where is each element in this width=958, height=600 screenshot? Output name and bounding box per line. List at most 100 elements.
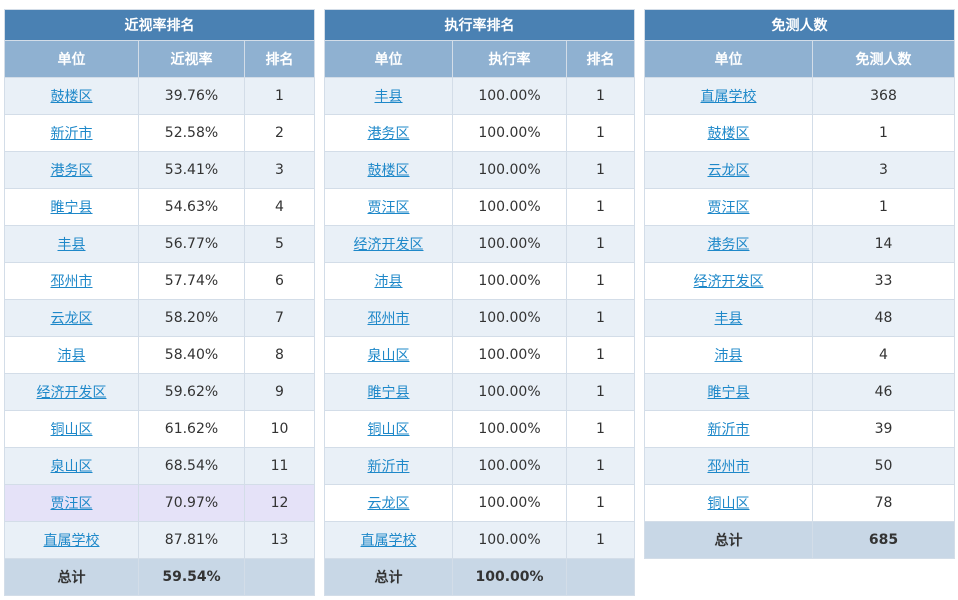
unit-link[interactable]: 贾汪区 <box>50 496 93 512</box>
total-label: 总计 <box>4 558 139 596</box>
table-row: 邳州市 57.74% 6 <box>4 262 316 300</box>
table-row: 丰县 48 <box>644 299 955 337</box>
rank-cell: 1 <box>565 447 636 485</box>
unit-cell: 鼓楼区 <box>324 151 453 189</box>
total-label: 总计 <box>644 521 813 559</box>
unit-link[interactable]: 睢宁县 <box>50 200 93 216</box>
rank-cell: 1 <box>565 521 636 559</box>
rank-cell: 7 <box>243 299 316 337</box>
total-row: 总计 685 <box>644 521 955 559</box>
unit-cell: 丰县 <box>644 299 813 337</box>
unit-link[interactable]: 直属学校 <box>43 533 100 549</box>
unit-cell: 铜山区 <box>324 410 453 448</box>
unit-link[interactable]: 沛县 <box>714 348 743 364</box>
unit-link[interactable]: 沛县 <box>374 274 403 290</box>
unit-cell: 睢宁县 <box>324 373 453 411</box>
unit-link[interactable]: 泉山区 <box>367 348 410 364</box>
unit-link[interactable]: 直属学校 <box>360 533 417 549</box>
table-row: 丰县 100.00% 1 <box>324 77 636 115</box>
rank-cell: 1 <box>565 114 636 152</box>
unit-link[interactable]: 经济开发区 <box>353 237 424 253</box>
unit-cell: 新沂市 <box>644 410 813 448</box>
execution-rate-cell: 100.00% <box>452 484 567 522</box>
table-row: 经济开发区 33 <box>644 262 955 300</box>
unit-link[interactable]: 邳州市 <box>50 274 93 290</box>
rank-cell: 13 <box>243 521 316 559</box>
unit-cell: 新沂市 <box>4 114 139 152</box>
table-row: 睢宁县 46 <box>644 373 955 411</box>
execution-ranking-body: 丰县 100.00% 1 港务区 100.00% 1 鼓楼区 100.00% 1 贾汪区 100.0… <box>324 77 636 596</box>
unit-link[interactable]: 港务区 <box>50 163 93 179</box>
exempt-count-cell: 46 <box>812 373 955 411</box>
unit-link[interactable]: 直属学校 <box>700 89 757 105</box>
unit-cell: 睢宁县 <box>4 188 139 226</box>
unit-link[interactable]: 泉山区 <box>50 459 93 475</box>
exempt-count-cell: 50 <box>812 447 955 485</box>
table-row: 云龙区 58.20% 7 <box>4 299 316 337</box>
total-row: 总计 100.00% <box>324 558 636 596</box>
unit-link[interactable]: 经济开发区 <box>693 274 764 290</box>
table-row: 直属学校 368 <box>644 77 955 115</box>
unit-link[interactable]: 沛县 <box>57 348 86 364</box>
unit-link[interactable]: 鼓楼区 <box>367 163 410 179</box>
unit-link[interactable]: 睢宁县 <box>367 385 410 401</box>
unit-link[interactable]: 新沂市 <box>367 459 410 475</box>
unit-link[interactable]: 贾汪区 <box>707 200 750 216</box>
exempt-count-panel: 免测人数 单位 免测人数 直属学校 368 鼓楼区 1 云龙区 3 贾汪区 1 港务区 14 经济开… <box>644 9 955 559</box>
unit-link[interactable]: 港务区 <box>367 126 410 142</box>
myopia-rate-cell: 52.58% <box>138 114 245 152</box>
unit-cell: 泉山区 <box>4 447 139 485</box>
unit-link[interactable]: 鼓楼区 <box>50 89 93 105</box>
unit-link[interactable]: 贾汪区 <box>367 200 410 216</box>
table-row: 鼓楼区 1 <box>644 114 955 152</box>
execution-rate-cell: 100.00% <box>452 299 567 337</box>
table-row: 贾汪区 1 <box>644 188 955 226</box>
myopia-rate-cell: 68.54% <box>138 447 245 485</box>
rank-cell: 6 <box>243 262 316 300</box>
exempt-count-cell: 14 <box>812 225 955 263</box>
column-header-unit: 单位 <box>324 40 453 78</box>
exempt-count-cell: 1 <box>812 188 955 226</box>
unit-cell: 沛县 <box>324 262 453 300</box>
unit-link[interactable]: 丰县 <box>57 237 86 253</box>
table-row: 邳州市 50 <box>644 447 955 485</box>
total-myopia-rate-cell: 59.54% <box>138 558 245 596</box>
unit-link[interactable]: 铜山区 <box>367 422 410 438</box>
unit-link[interactable]: 睢宁县 <box>707 385 750 401</box>
myopia-rate-cell: 56.77% <box>138 225 245 263</box>
exempt-count-cell: 368 <box>812 77 955 115</box>
exempt-count-cell: 39 <box>812 410 955 448</box>
unit-cell: 港务区 <box>4 151 139 189</box>
rank-cell: 1 <box>565 336 636 374</box>
unit-cell: 铜山区 <box>4 410 139 448</box>
unit-cell: 新沂市 <box>324 447 453 485</box>
rank-cell: 8 <box>243 336 316 374</box>
unit-link[interactable]: 丰县 <box>714 311 743 327</box>
unit-link[interactable]: 云龙区 <box>707 163 750 179</box>
table-row: 沛县 100.00% 1 <box>324 262 636 300</box>
unit-link[interactable]: 鼓楼区 <box>707 126 750 142</box>
unit-link[interactable]: 云龙区 <box>50 311 93 327</box>
table-row: 鼓楼区 39.76% 1 <box>4 77 316 115</box>
unit-cell: 沛县 <box>4 336 139 374</box>
table-row: 邳州市 100.00% 1 <box>324 299 636 337</box>
execution-rate-cell: 100.00% <box>452 447 567 485</box>
myopia-ranking-body: 鼓楼区 39.76% 1 新沂市 52.58% 2 港务区 53.41% 3 睢宁县 54.63% 4… <box>4 77 316 596</box>
unit-link[interactable]: 港务区 <box>707 237 750 253</box>
unit-link[interactable]: 丰县 <box>374 89 403 105</box>
rank-cell: 1 <box>565 225 636 263</box>
myopia-ranking-panel: 近视率排名 单位 近视率 排名 鼓楼区 39.76% 1 新沂市 52.58% 2 港务区 5… <box>3 9 316 596</box>
unit-link[interactable]: 云龙区 <box>367 496 410 512</box>
rank-cell: 2 <box>243 114 316 152</box>
unit-link[interactable]: 铜山区 <box>50 422 93 438</box>
unit-link[interactable]: 新沂市 <box>50 126 93 142</box>
unit-link[interactable]: 邳州市 <box>367 311 410 327</box>
unit-link[interactable]: 铜山区 <box>707 496 750 512</box>
table-row: 睢宁县 100.00% 1 <box>324 373 636 411</box>
column-header-myopia-rate: 近视率 <box>138 40 245 78</box>
unit-link[interactable]: 邳州市 <box>707 459 750 475</box>
column-header-unit: 单位 <box>4 40 139 78</box>
unit-link[interactable]: 经济开发区 <box>36 385 107 401</box>
unit-link[interactable]: 新沂市 <box>707 422 750 438</box>
rank-cell: 4 <box>243 188 316 226</box>
